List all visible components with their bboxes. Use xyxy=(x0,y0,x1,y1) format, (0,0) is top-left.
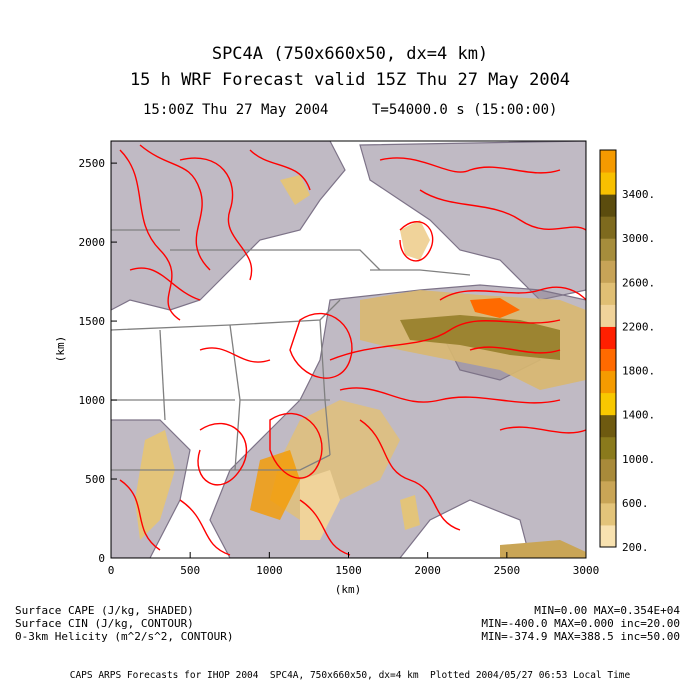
x-axis: 0 500 1000 1500 2000 2500 3000 xyxy=(108,552,600,577)
x-tick-label: 500 xyxy=(180,564,200,577)
y-tick-label: 1000 xyxy=(79,394,106,407)
legend-helicity: 0-3km Helicity (m^2/s^2, CONTOUR) xyxy=(15,630,234,643)
legend-cin: Surface CIN (J/kg, CONTOUR) xyxy=(15,617,194,630)
x-tick-label: 2500 xyxy=(494,564,521,577)
stats-cin: MIN=-400.0 MAX=0.000 inc=20.00 xyxy=(481,617,680,630)
color-bar-swatch xyxy=(600,414,616,438)
y-tick-label: 500 xyxy=(85,473,105,486)
color-bar-swatch xyxy=(600,502,616,526)
color-bar-labels: 200. 600. 1000. 1400. 1800. 2200. 2600. 3000. 34… xyxy=(622,188,655,554)
x-tick-label: 1500 xyxy=(335,564,362,577)
legend-cape: Surface CAPE (J/kg, SHADED) xyxy=(15,604,194,617)
political-boundaries xyxy=(111,229,471,471)
color-bar-swatch xyxy=(600,304,616,327)
color-bar-swatch xyxy=(600,524,616,548)
valid-time-label: 15:00Z Thu 27 May 2004 xyxy=(143,102,329,118)
credits-line: CAPS ARPS Forecasts for IHOP 2004 SPC4A,… xyxy=(69,670,631,681)
color-bar-swatch xyxy=(600,238,616,261)
color-bar-swatch xyxy=(600,194,616,217)
color-bar-label: 200. xyxy=(622,541,649,554)
color-bar-swatch xyxy=(600,150,616,173)
color-bar-label: 1000. xyxy=(622,453,655,466)
color-bar-label: 1400. xyxy=(622,409,655,422)
color-bar-label: 600. xyxy=(622,497,649,510)
color-bar-swatch xyxy=(600,436,616,460)
x-tick-label: 0 xyxy=(108,564,115,577)
color-bar-swatch xyxy=(600,282,616,305)
model-time-label: T=54000.0 s (15:00:00) xyxy=(372,102,558,118)
y-tick-label: 1500 xyxy=(79,315,106,328)
y-tick-label: 0 xyxy=(98,552,105,565)
color-bar-frame xyxy=(599,149,617,548)
y-axis: 0 500 1000 1500 2000 2500 xyxy=(79,157,117,565)
color-bar-swatch xyxy=(600,458,616,482)
x-tick-label: 2000 xyxy=(414,564,441,577)
color-bar-swatch xyxy=(600,326,616,349)
map-fields xyxy=(111,141,586,558)
x-axis-label: (km) xyxy=(335,583,362,596)
color-bar-label: 2200. xyxy=(622,320,655,333)
color-bar-label: 1800. xyxy=(622,365,655,378)
color-bar-swatch xyxy=(600,370,616,394)
plot-title: SPC4A (750x660x50, dx=4 km) xyxy=(211,44,489,64)
y-tick-label: 2000 xyxy=(79,236,106,249)
cape-shading xyxy=(135,175,586,558)
color-bar-swatch xyxy=(600,172,616,195)
y-tick-label: 2500 xyxy=(79,157,106,170)
color-bar-label: 3000. xyxy=(622,232,655,245)
color-bar-label: 3400. xyxy=(622,188,655,201)
forecast-title: 15 h WRF Forecast valid 15Z Thu 27 May 2… xyxy=(129,70,571,90)
x-tick-label: 3000 xyxy=(573,564,600,577)
color-bar-swatch xyxy=(600,480,616,504)
x-tick-label: 1000 xyxy=(256,564,283,577)
color-bar-swatch xyxy=(600,260,616,283)
y-axis-label: (km) xyxy=(54,336,67,363)
helicity-contours xyxy=(119,144,586,556)
stats-helicity: MIN=-374.9 MAX=388.5 inc=50.00 xyxy=(481,630,680,643)
color-bar xyxy=(599,149,617,548)
color-bar-swatch xyxy=(600,216,616,239)
color-bar-label: 2600. xyxy=(622,276,655,289)
color-bar-swatch xyxy=(600,348,616,372)
stats-cape: MIN=0.00 MAX=0.354E+04 xyxy=(534,604,680,617)
color-bar-swatch xyxy=(600,392,616,416)
